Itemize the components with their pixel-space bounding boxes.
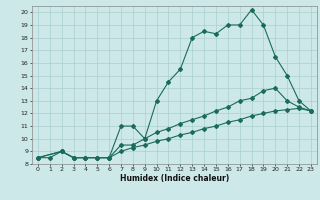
X-axis label: Humidex (Indice chaleur): Humidex (Indice chaleur) — [120, 174, 229, 183]
